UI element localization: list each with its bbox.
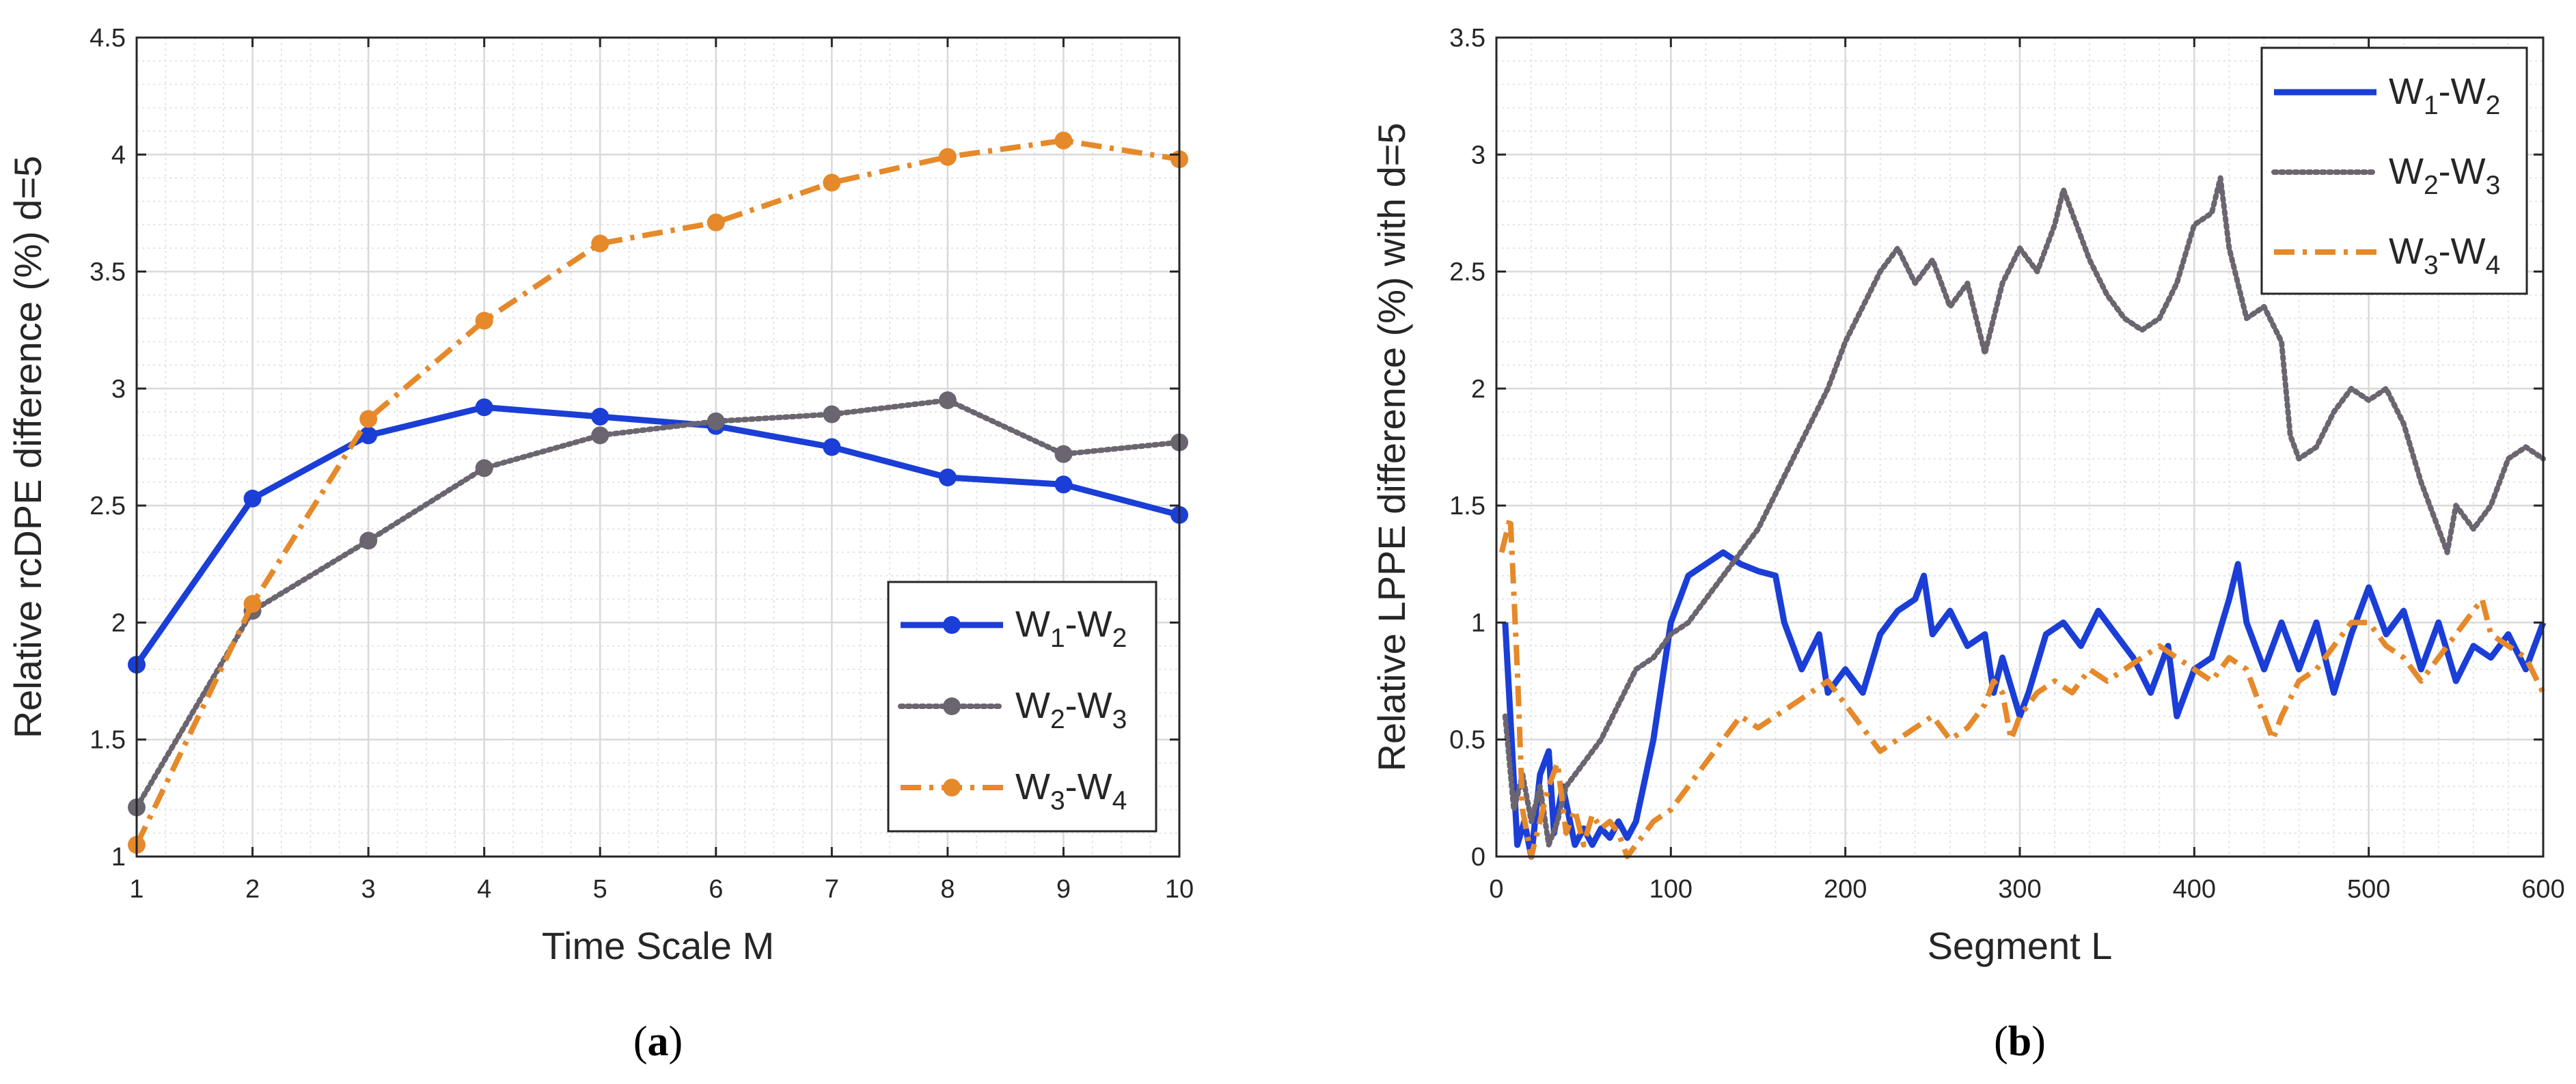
data-point-w3-w4 — [243, 595, 262, 613]
data-point-w2-w3 — [938, 391, 957, 409]
data-point-w1-w2 — [243, 489, 262, 508]
y-axis-label: Relative rcDPE difference (%) d=5 — [6, 156, 49, 738]
legend-marker-w3-w4 — [943, 779, 961, 796]
data-point-w3-w4 — [591, 234, 609, 253]
legend-label-w3-w4: W3-W4 — [2389, 231, 2500, 280]
y-tick-label: 1 — [1471, 609, 1485, 637]
x-tick-label: 8 — [940, 875, 955, 904]
data-point-w3-w4 — [938, 148, 957, 166]
x-axis-label: Time Scale M — [542, 924, 774, 967]
x-tick-label: 200 — [1824, 875, 1867, 904]
panel-label: (a) — [633, 1018, 683, 1065]
x-tick-label: 1 — [129, 875, 143, 904]
x-tick-label: 300 — [1998, 875, 2041, 904]
axes-box — [135, 36, 1181, 858]
data-point-w3-w4 — [359, 410, 378, 428]
y-tick-label: 4 — [111, 141, 126, 169]
x-tick-label: 600 — [2521, 875, 2564, 904]
data-point-w2-w3 — [475, 459, 493, 477]
data-point-w1-w2 — [359, 426, 378, 445]
x-tick-label: 9 — [1056, 875, 1071, 904]
legend: W1-W2 W2-W3 W3-W4 — [887, 581, 1157, 833]
data-point-w2-w3 — [359, 531, 378, 550]
legend-label-w1-w2: W1-W2 — [2389, 71, 2500, 120]
data-point-w1-w2 — [823, 438, 841, 456]
data-point-w1-w2 — [938, 469, 957, 487]
y-tick-label: 0.5 — [1449, 726, 1485, 755]
y-axis-label: Relative LPPE difference (%) with d=5 — [1370, 123, 1413, 772]
chart-panel-a: 1 2 3 4 5 6 7 8 9 10 1 1.5 2 2.5 3 3.5 4 4.5 Time Scale M R… — [6, 24, 1194, 1065]
data-point-w1-w2 — [1054, 475, 1073, 494]
legend-marker-w1-w2 — [943, 616, 961, 634]
legend-label-w3-w4: W3-W4 — [1015, 766, 1127, 816]
x-tick-label: 2 — [245, 875, 260, 904]
x-tick-label: 4 — [477, 875, 491, 904]
data-point-w1-w2 — [475, 398, 493, 417]
panel-label: (b) — [1994, 1018, 2046, 1065]
data-point-w3-w4 — [823, 173, 841, 192]
x-axis-label: Segment L — [1928, 924, 2113, 967]
x-tick-label: 3 — [361, 875, 376, 904]
series-line-w1-w2 — [1502, 549, 2547, 860]
data-point-w2-w3 — [1054, 445, 1073, 463]
y-tick-label: 2 — [1471, 375, 1485, 404]
series-line-w2-w3 — [1502, 175, 2546, 848]
x-tick-label: 400 — [2173, 875, 2216, 904]
data-point-w1-w2 — [591, 407, 609, 426]
series-line-w3-w4 — [134, 137, 1180, 846]
data-point-w3-w4 — [475, 311, 493, 330]
minor-grid — [136, 37, 1180, 857]
y-tick-label: 3 — [111, 375, 126, 404]
data-point-w2-w3 — [823, 405, 841, 423]
legend-marker-w2-w3 — [943, 697, 961, 715]
x-tick-label: 10 — [1165, 875, 1194, 904]
legend-label-w1-w2: W1-W2 — [1015, 604, 1127, 653]
y-tick-label: 2 — [111, 609, 126, 637]
data-point-w2-w3 — [591, 426, 609, 445]
legend-label-w2-w3: W2-W3 — [1015, 685, 1127, 734]
y-tick-label: 2.5 — [90, 492, 126, 520]
y-tick-label: 1.5 — [90, 726, 126, 755]
y-tick-label: 2.5 — [1449, 258, 1485, 287]
y-tick-label: 3.5 — [90, 258, 126, 287]
series-line-w1-w2 — [134, 404, 1181, 667]
series-line-w2-w3 — [134, 398, 1182, 811]
y-tick-label: 1.5 — [1449, 492, 1485, 520]
x-tick-label: 0 — [1489, 875, 1503, 904]
data-point-w2-w3 — [707, 412, 725, 430]
legend-label-w2-w3: W2-W3 — [2389, 151, 2500, 200]
x-tick-label: 6 — [709, 875, 723, 904]
y-tick-label: 3 — [1471, 141, 1485, 169]
legend: W1-W2 W2-W3 W3-W4 — [2260, 46, 2528, 295]
series-line-w3-w4 — [1498, 514, 2546, 859]
x-tick-label: 100 — [1649, 875, 1693, 904]
x-tick-label: 500 — [2347, 875, 2390, 904]
y-tick-label: 3.5 — [1449, 24, 1485, 53]
y-tick-label: 0 — [1471, 843, 1485, 872]
chart-panel-b: 0 100 200 300 400 500 600 0 0.5 1 1.5 2 2.5 3 3.5 Segme… — [1370, 24, 2565, 1065]
y-tick-label: 4.5 — [90, 24, 126, 53]
data-point-w3-w4 — [1054, 131, 1073, 150]
x-tick-label: 5 — [593, 875, 607, 904]
x-tick-label: 7 — [825, 875, 839, 904]
y-tick-label: 1 — [111, 843, 126, 872]
data-point-w3-w4 — [707, 213, 725, 232]
